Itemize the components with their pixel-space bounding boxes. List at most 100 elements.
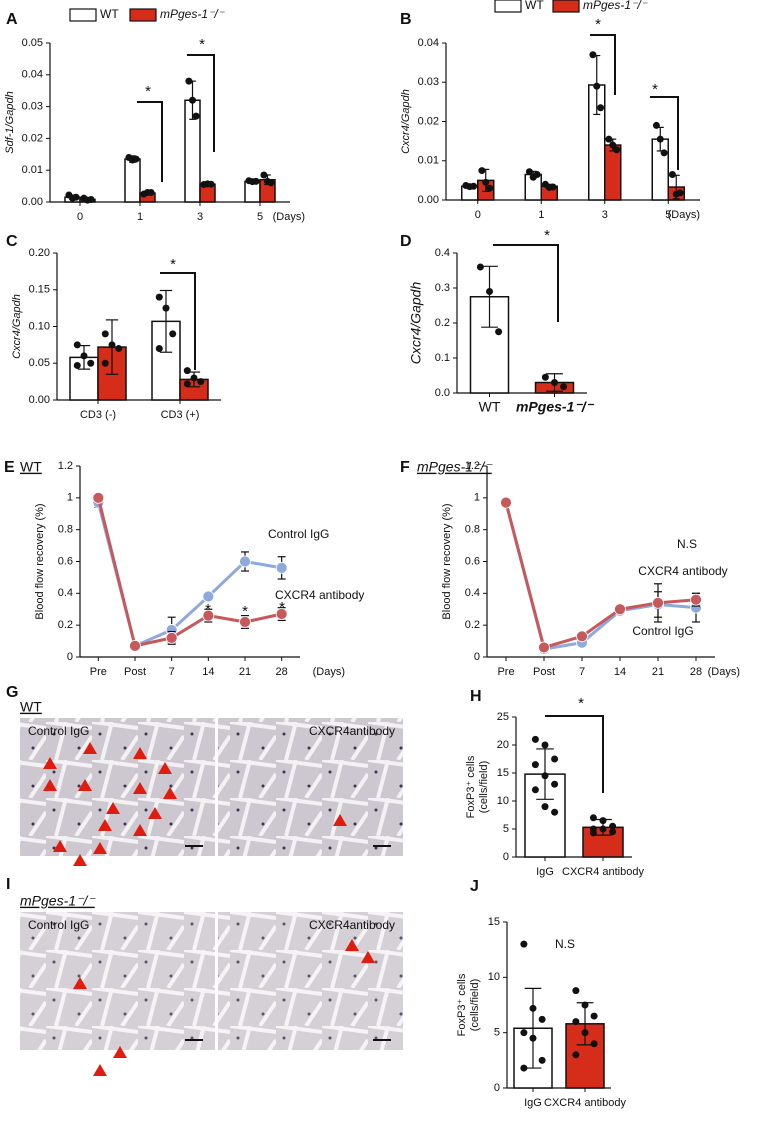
data-point [609,822,617,830]
data-point [101,359,109,367]
micrograph [218,912,403,1050]
data-point [652,596,664,609]
legend-swatch [69,8,97,22]
annotation: * [170,256,176,273]
y-axis-label: Blood flow recovery (%) [441,503,453,619]
x-tick-label: CXCR4 antibody [544,1097,626,1109]
y-tick-label: 0.10 [29,320,50,332]
data-point [92,491,105,504]
y-tick-label: 10 [497,795,509,807]
annotation: * [544,227,550,244]
arrowhead-marker [113,1046,127,1058]
data-point [531,761,539,769]
y-axis-label: Sdf-1/Gapdh [4,91,16,153]
y-tick-label: 0.02 [418,115,439,127]
x-tick-label: 1 [538,209,544,221]
bar [124,158,141,203]
data-point [108,341,116,349]
data-point [531,735,539,743]
data-point [590,1040,598,1048]
data-point [478,167,486,175]
series-line [96,497,282,648]
data-point [202,609,215,622]
significance-bracket [187,54,215,152]
series-label: CXCR4 antibody [638,564,727,578]
annotation: N.S [677,537,697,551]
arrowhead-marker [133,782,147,794]
y-tick-label: 5 [503,823,509,835]
x-tick-label: 7 [579,666,585,678]
data-point [538,1056,546,1064]
data-point [267,179,275,187]
data-point [486,184,494,192]
annotation: * [199,36,205,53]
y-tick-label: 0.1 [435,352,450,364]
data-point [476,263,484,271]
data-point [155,345,163,353]
x-axis-label: (Days) [708,666,740,678]
x-tick-label: 7 [169,666,175,678]
x-tick-label: 0 [475,209,481,221]
annotation: * [242,603,248,620]
data-point [541,803,549,811]
micrograph-label: Control IgG [28,724,89,738]
y-tick-label: 0.2 [465,619,480,631]
y-tick-label: 0.0 [435,387,450,399]
significance-bracket [137,101,163,182]
y-tick-label: 0.6 [465,555,480,567]
y-tick-label: 1.2 [465,460,480,472]
data-point [593,82,601,90]
data-point [599,825,607,833]
x-tick-label: CD3 (+) [161,409,200,421]
panel-subtitle: WT [20,459,42,475]
arrowhead-marker [361,951,375,963]
arrowhead-marker [345,939,359,951]
data-point [87,359,95,367]
y-axis-label: (cells/field) [478,761,490,814]
micrograph-label: CXCR4antibody [309,724,395,738]
y-axis-label: Cxcr4/Gapdh [11,294,23,359]
micrograph [20,912,215,1050]
data-point [207,180,215,188]
y-tick-label: 0.01 [22,164,43,176]
data-point [551,379,558,386]
data-point [520,940,528,948]
data-point [147,188,155,196]
y-tick-label: 0.04 [22,69,43,81]
series-line [96,502,282,648]
arrowhead-marker [93,1064,107,1076]
legend-label: mPges-1⁻/⁻ [160,7,226,21]
y-tick-label: 25 [497,711,509,723]
x-tick-label: IgG [536,866,554,878]
data-point [572,1051,580,1059]
data-point [614,603,626,616]
data-point [549,183,557,191]
y-tick-label: 0.02 [22,132,43,144]
x-tick-label: 3 [602,209,608,221]
data-point [486,288,493,295]
y-tick-label: 0.4 [465,587,480,599]
data-point [589,814,597,822]
data-point [239,616,251,628]
y-tick-label: 0 [494,1082,500,1094]
significance-bracket [160,272,196,370]
y-tick-label: 0.05 [29,357,50,369]
data-point [589,51,597,59]
x-tick-label: 3 [197,211,203,223]
x-tick-label: 21 [239,666,251,678]
y-axis-label: Cxcr4/Gapdh [408,282,424,365]
data-point [183,367,191,375]
annotation: * [279,599,285,616]
annotation: N.S [555,937,575,951]
data-point [183,380,191,388]
x-tick-label: Pre [497,666,514,678]
data-point [538,641,550,654]
bar [604,144,622,201]
x-tick-label: 0 [77,211,83,223]
data-point [551,755,559,763]
y-tick-label: 0.00 [418,194,439,206]
y-tick-label: 0.04 [418,37,439,49]
data-point [538,1015,546,1023]
x-tick-label: Pre [90,666,107,678]
